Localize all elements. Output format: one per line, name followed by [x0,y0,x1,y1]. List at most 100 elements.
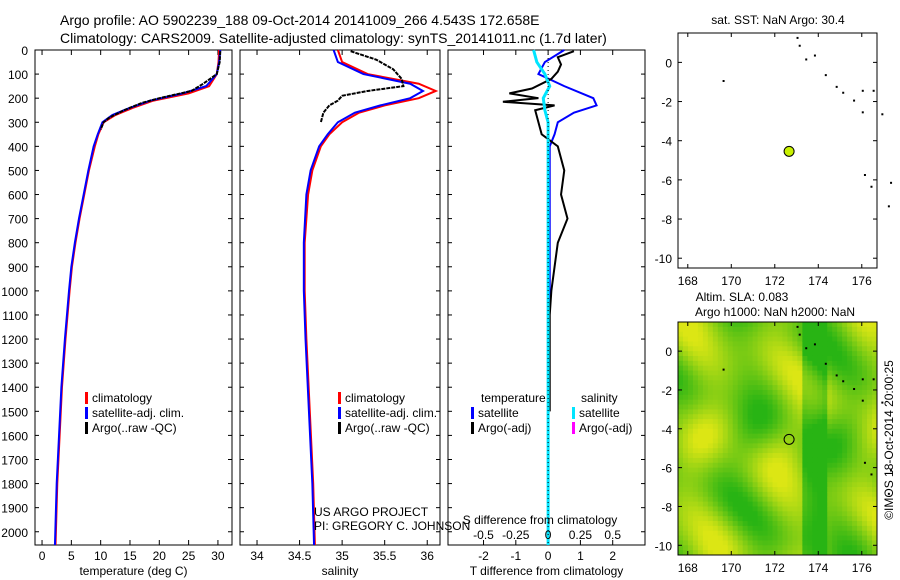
sla-cell [682,501,689,507]
sla-cell [787,448,793,454]
sla-cell [777,336,783,342]
sla-cell [747,467,754,473]
sla-cell [682,351,689,357]
sla-cell [782,322,788,328]
sla-cell [707,453,714,459]
sla-cell [837,550,843,556]
sla-cell [747,501,754,507]
sla-cell [757,423,764,430]
y-tick-label: 1700 [1,453,28,467]
sla-cell [707,380,714,386]
sla-cell [797,462,803,469]
sla-cell [732,467,739,473]
sla-cell [757,414,764,420]
sla-cell [692,525,699,532]
sla-cell [822,472,828,478]
sla-cell [842,511,848,517]
sla-cell [692,394,699,401]
sla-cell [737,414,744,420]
sla-cell [862,438,868,444]
sla-cell [807,496,813,503]
sla-cell [812,511,818,517]
sla-cell [717,423,724,430]
sla-cell [732,346,739,352]
sla-cell [872,525,878,532]
sla-cell [682,355,689,362]
sla-cell [847,453,853,459]
sla-cell [862,477,868,483]
sla-cell [847,414,853,420]
sla-cell [697,331,704,338]
sla-cell [807,457,813,464]
sla-cell [678,525,684,532]
sla-cell [812,380,818,386]
sla-cell [837,516,843,522]
sla-cell [777,322,783,328]
sla-cell [692,472,699,478]
x-tick-label: 20 [153,549,167,563]
sla-cell [712,521,719,527]
lat-tick-label: -6 [661,462,672,476]
sla-cell [832,346,838,352]
sla-cell [727,389,734,396]
sla-cell [692,414,699,420]
sla-cell [817,467,823,473]
sla-cell [722,496,729,503]
sla-cell [752,511,759,517]
sla-cell [782,521,788,527]
sla-cell [752,550,759,556]
sla-cell [767,467,774,473]
sla-cell [707,375,714,381]
sla-cell [792,462,798,469]
sla-cell [707,389,714,396]
sla-cell [772,399,778,406]
sla-cell [782,545,788,551]
sla-cell [802,360,808,367]
sla-cell [727,404,734,410]
sla-cell [737,409,744,415]
sla-cell [747,487,754,493]
sla-cell [807,423,813,430]
sla-cell [872,414,878,420]
sla-cell [727,516,734,522]
sla-cell [697,462,704,469]
sla-cell [682,360,689,367]
sla-cell [862,516,868,522]
sla-cell [802,550,808,556]
sla-cell [732,365,739,372]
sla-cell [792,448,798,454]
sla-cell [852,535,858,541]
sla-cell [847,501,853,507]
sla-cell [732,477,739,483]
sla-cell [687,438,694,444]
sla-cell [762,438,769,444]
sla-cell [852,365,858,372]
lat-tick-label: 0 [665,56,672,70]
sla-cell [812,545,818,551]
sla-cell [712,423,719,430]
sla-cell [857,462,863,469]
sla-cell [792,365,798,372]
sla-cell [827,380,833,386]
sla-cell [807,389,813,396]
island [872,89,875,92]
sla-cell [722,501,729,507]
sla-cell [792,336,798,342]
sla-cell [742,404,749,410]
sla-cell [777,443,783,449]
sla-cell [682,428,689,435]
series-line-S-satellite [532,49,552,545]
sla-cell [847,370,853,376]
sla-cell [842,419,848,425]
sla-cell [807,438,813,444]
sla-cell [687,496,694,503]
sla-cell [827,457,833,464]
sla-cell [678,511,684,517]
sla-cell [837,501,843,507]
sla-cell [807,341,813,347]
sla-cell [862,365,868,372]
sla-cell [842,404,848,410]
x-tick-label: 34.5 [288,549,312,563]
